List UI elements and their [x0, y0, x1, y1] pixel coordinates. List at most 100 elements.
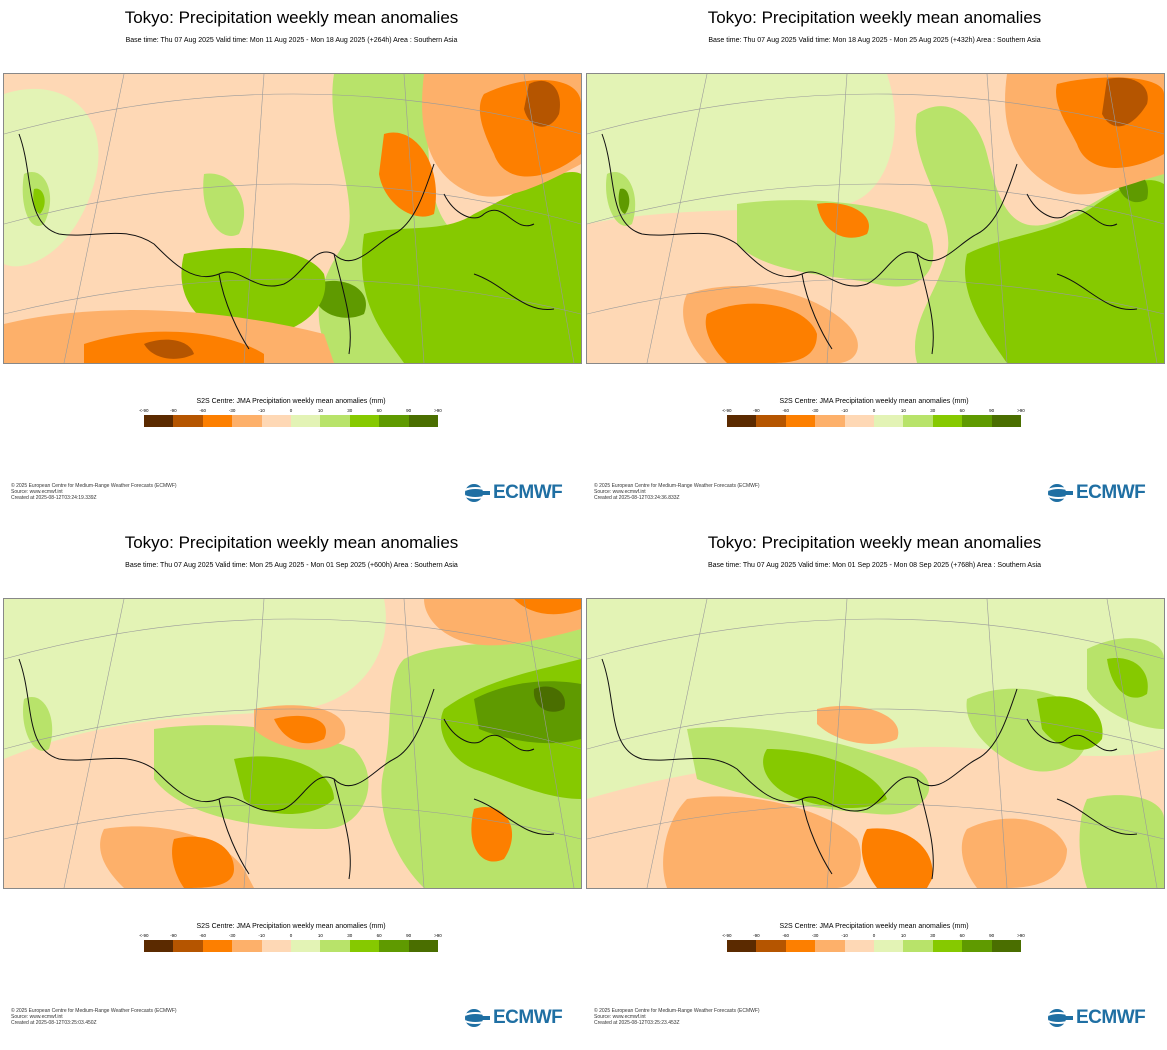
- color-legend: S2S Centre: JMA Precipitation weekly mea…: [139, 398, 442, 427]
- anomaly-region: [533, 686, 565, 712]
- anomaly-region: [313, 280, 366, 318]
- copyright-line: © 2025 European Centre for Medium-Range …: [11, 1008, 177, 1014]
- anomaly-region: [618, 188, 630, 214]
- panel-subtitle: Base time: Thu 07 Aug 2025 Valid time: M…: [707, 562, 1042, 569]
- legend-tick: 0: [289, 933, 293, 938]
- anomaly-region: [961, 818, 1067, 888]
- legend-tick: 0: [872, 408, 876, 413]
- panel-subtitle: Base time: Thu 07 Aug 2025 Valid time: M…: [125, 37, 458, 44]
- legend-tick: 60: [959, 933, 965, 938]
- panel-subtitle: Base time: Thu 07 Aug 2025 Valid time: M…: [125, 562, 458, 569]
- color-legend: S2S Centre: JMA Precipitation weekly mea…: [722, 923, 1025, 952]
- legend-tick: 90: [989, 933, 995, 938]
- legend-tick: 60: [376, 408, 382, 413]
- legend-tick: -60: [782, 933, 790, 938]
- legend-tick: >90: [434, 408, 442, 413]
- legend-tick: 10: [317, 933, 323, 938]
- legend-tick: 10: [317, 408, 323, 413]
- created-line: Created at 2025-08-12T03:25:23.453Z: [594, 1020, 680, 1026]
- ecmwf-globe-icon: [1047, 1009, 1073, 1027]
- legend-tick: <-90: [139, 933, 149, 938]
- ecmwf-logo-text: ECMWF: [1076, 1007, 1146, 1028]
- anomaly-region: [1107, 658, 1148, 698]
- panel-subtitle: Base time: Thu 07 Aug 2025 Valid time: M…: [708, 37, 1041, 44]
- legend-tick: 0: [289, 408, 293, 413]
- legend-tick: -60: [199, 408, 207, 413]
- anomaly-map: [3, 598, 582, 889]
- anomaly-region: [861, 828, 933, 888]
- legend-tick: -30: [228, 933, 236, 938]
- legend-title: S2S Centre: JMA Precipitation weekly mea…: [779, 923, 969, 930]
- legend-colorbar: [727, 940, 1022, 952]
- anomaly-map: [586, 598, 1165, 889]
- anomaly-region: [705, 303, 817, 363]
- anomaly-region: [379, 132, 436, 217]
- legend-colorbar: [727, 415, 1022, 427]
- legend-tick: <-90: [722, 408, 732, 413]
- legend-ticks: <-90 -90 -60 -30 -10 0 10 30 60 90 >90: [722, 408, 1024, 415]
- legend-tick: 60: [376, 933, 382, 938]
- anomaly-region: [4, 599, 386, 759]
- anomaly-region: [274, 715, 326, 744]
- legend-tick: -30: [811, 408, 819, 413]
- anomaly-region: [817, 705, 899, 744]
- legend-tick: >90: [434, 933, 442, 938]
- ecmwf-logo: ECMWF: [1045, 1007, 1146, 1029]
- created-line: Created at 2025-08-12T03:25:03.450Z: [11, 1020, 97, 1026]
- anomaly-region: [763, 749, 887, 809]
- copyright-footer: © 2025 European Centre for Medium-Range …: [594, 1008, 760, 1026]
- legend-tick: -90: [753, 408, 760, 413]
- legend-tick: 10: [900, 408, 906, 413]
- legend-tick: 0: [872, 933, 876, 938]
- forecast-panel-week4: Tokyo: Precipitation weekly mean anomali…: [583, 525, 1166, 1050]
- forecast-panel-week3: Tokyo: Precipitation weekly mean anomali…: [0, 525, 583, 1050]
- source-line: Source: www.ecmwf.int: [11, 489, 63, 495]
- anomaly-region: [817, 203, 869, 238]
- panel-title: Tokyo: Precipitation weekly mean anomali…: [707, 8, 1042, 27]
- anomaly-region: [144, 339, 194, 359]
- legend-tick: -90: [753, 933, 760, 938]
- copyright-line: © 2025 European Centre for Medium-Range …: [594, 483, 760, 489]
- legend-ticks: <-90 -90 -60 -30 -10 0 10 30 60 90 >90: [139, 408, 441, 415]
- anomaly-region: [514, 599, 581, 615]
- source-line: Source: www.ecmwf.int: [594, 1014, 646, 1020]
- anomaly-region: [203, 173, 245, 236]
- ecmwf-logo-text: ECMWF: [493, 482, 563, 503]
- legend-tick: -60: [782, 408, 790, 413]
- ecmwf-logo: ECMWF: [1045, 482, 1146, 504]
- legend-tick: 90: [989, 408, 995, 413]
- color-legend: S2S Centre: JMA Precipitation weekly mea…: [722, 398, 1025, 427]
- legend-tick: -10: [258, 933, 265, 938]
- legend-tick: -90: [170, 933, 177, 938]
- ecmwf-logo: ECMWF: [462, 482, 563, 504]
- legend-tick: -30: [811, 933, 819, 938]
- copyright-line: © 2025 European Centre for Medium-Range …: [594, 1008, 760, 1014]
- legend-colorbar: [144, 415, 439, 427]
- legend-tick: 10: [900, 933, 906, 938]
- created-line: Created at 2025-08-12T03:24:36.833Z: [594, 495, 680, 501]
- copyright-footer: © 2025 European Centre for Medium-Range …: [11, 1008, 177, 1026]
- anomaly-region: [471, 807, 513, 862]
- anomaly-region: [663, 796, 861, 888]
- forecast-panel-week2: Tokyo: Precipitation weekly mean anomali…: [583, 0, 1166, 525]
- legend-tick: -10: [841, 408, 848, 413]
- legend-title: S2S Centre: JMA Precipitation weekly mea…: [196, 923, 386, 930]
- anomaly-region: [965, 180, 1164, 363]
- legend-colorbar: [144, 940, 439, 952]
- anomaly-region: [1079, 795, 1164, 888]
- legend-tick: 90: [406, 408, 412, 413]
- legend-ticks: <-90 -90 -60 -30 -10 0 10 30 60 90 >90: [139, 933, 441, 940]
- legend-tick: 30: [930, 408, 936, 413]
- panel-title: Tokyo: Precipitation weekly mean anomali…: [707, 533, 1042, 552]
- anomaly-region: [1102, 77, 1148, 127]
- panel-title: Tokyo: Precipitation weekly mean anomali…: [124, 533, 459, 552]
- ecmwf-logo-text: ECMWF: [493, 1007, 563, 1028]
- legend-tick: >90: [1017, 933, 1025, 938]
- anomaly-region: [4, 88, 99, 267]
- ecmwf-globe-icon: [464, 484, 490, 502]
- forecast-panel-week1: Tokyo: Precipitation weekly mean anomali…: [0, 0, 583, 525]
- legend-tick: -30: [228, 408, 236, 413]
- panel-title: Tokyo: Precipitation weekly mean anomali…: [124, 8, 459, 27]
- legend-ticks: <-90 -90 -60 -30 -10 0 10 30 60 90 >90: [722, 933, 1024, 940]
- legend-tick: <-90: [722, 933, 732, 938]
